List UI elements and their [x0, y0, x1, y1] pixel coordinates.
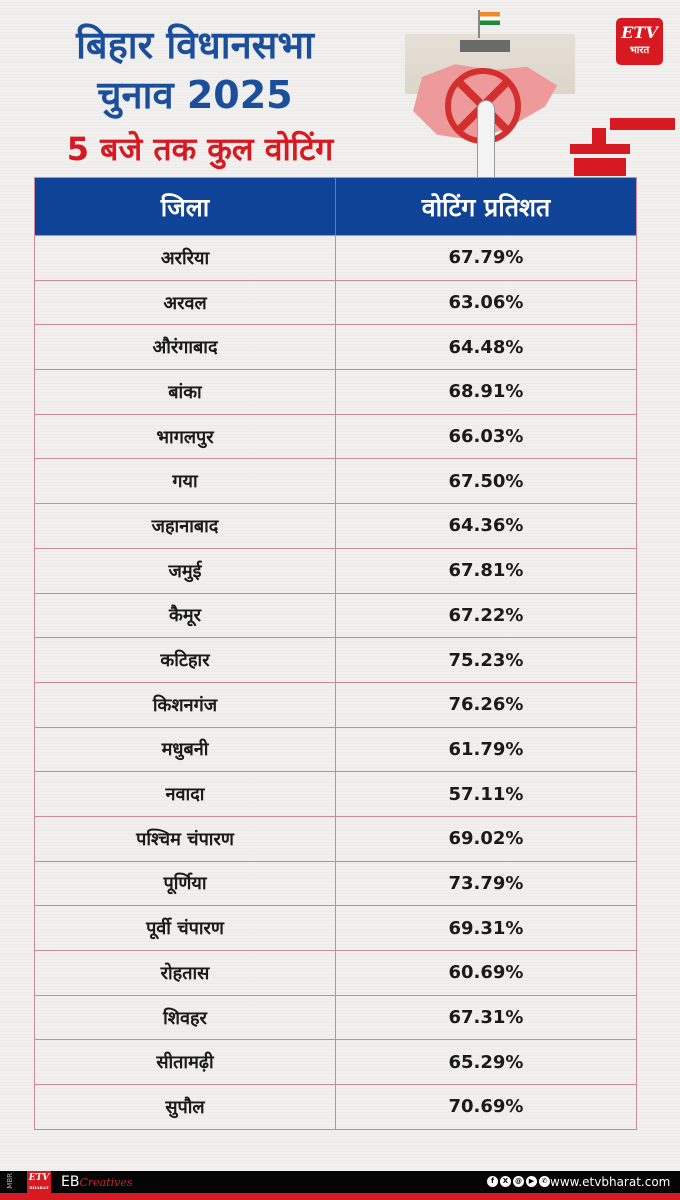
table-row: नवादा 57.11%: [35, 771, 636, 816]
election-illustration: [385, 0, 675, 178]
district-cell: सुपौल: [35, 1085, 336, 1129]
table-row: मधुबनी 61.79%: [35, 726, 636, 772]
social-icons: f X @ ▶ ✆: [487, 1176, 550, 1187]
percent-cell: 61.79%: [448, 738, 524, 760]
etv-bharat-logo: ETV भारत: [616, 18, 663, 65]
table-row: जहानाबाद 64.36%: [35, 503, 636, 548]
flagpole: [478, 10, 480, 38]
percent-cell: 67.22%: [448, 604, 524, 626]
percent-cell: 76.26%: [448, 694, 524, 716]
table-row: अरवल 63.06%: [35, 279, 636, 325]
ballot-box-icon: [570, 118, 675, 176]
district-cell: शिवहर: [35, 995, 336, 1040]
table-row: कैमूर 67.22%: [35, 592, 636, 638]
district-cell: कैमूर: [35, 593, 336, 638]
threads-icon[interactable]: @: [513, 1176, 524, 1187]
district-cell: पूर्णिया: [35, 861, 336, 906]
title-line-1: बिहार विधानसभा: [76, 23, 314, 67]
district-cell: मधुबनी: [35, 727, 336, 772]
table-row: अररिया 67.79%: [35, 235, 636, 280]
percent-cell: 69.02%: [448, 828, 524, 850]
district-cell: किशनगंज: [35, 682, 336, 727]
logo-brand: ETV: [621, 23, 658, 42]
district-cell: सीतामढ़ी: [35, 1040, 336, 1085]
column-header-district: जिला: [35, 178, 336, 235]
title-line-2: चुनाव 2025: [97, 73, 293, 117]
district-cell: अररिया: [35, 236, 336, 280]
table-row: बांका 68.91%: [35, 369, 636, 414]
percent-cell: 67.79%: [448, 247, 524, 269]
eb-creatives-label: EBCreatives: [61, 1174, 133, 1190]
table-row: किशनगंज 76.26%: [35, 681, 636, 727]
district-cell: अरवल: [35, 280, 336, 325]
website-link[interactable]: www.etvbharat.com: [550, 1175, 671, 1189]
percent-cell: 66.03%: [448, 426, 524, 448]
district-cell: रोहतास: [35, 951, 336, 995]
percent-cell: 67.50%: [448, 470, 524, 492]
district-cell: कटिहार: [35, 638, 336, 682]
column-header-percent: वोटिंग प्रतिशत: [421, 192, 551, 222]
percent-cell: 73.79%: [448, 872, 524, 894]
percent-cell: 67.31%: [448, 1007, 524, 1029]
percent-cell: 63.06%: [448, 292, 524, 314]
india-flag-icon: [480, 12, 500, 25]
x-icon[interactable]: X: [500, 1176, 511, 1187]
district-cell: पूर्वी चंपारण: [35, 906, 336, 950]
whatsapp-icon[interactable]: ✆: [539, 1176, 550, 1187]
district-cell: जहानाबाद: [35, 504, 336, 548]
footer-etv-logo: ETV BHARAT: [27, 1171, 51, 1193]
footer-red-strip: [0, 1193, 680, 1200]
facebook-icon[interactable]: f: [487, 1176, 498, 1187]
table-row: पूर्वी चंपारण 69.31%: [35, 905, 636, 950]
table-row: औरंगाबाद 64.48%: [35, 324, 636, 370]
table-row: गया 67.50%: [35, 458, 636, 504]
table-row: शिवहर 67.31%: [35, 994, 636, 1040]
percent-cell: 64.48%: [448, 336, 524, 358]
percent-cell: 64.36%: [448, 515, 524, 537]
district-cell: औरंगाबाद: [35, 325, 336, 370]
percent-cell: 75.23%: [448, 649, 524, 671]
mbr-label: MBR: [6, 1173, 14, 1189]
percent-cell: 65.29%: [448, 1051, 524, 1073]
district-cell: पश्चिम चंपारण: [35, 816, 336, 861]
percent-cell: 69.31%: [448, 917, 524, 939]
voting-table: जिला वोटिंग प्रतिशत अररिया 67.79% अरवल 63.0…: [34, 177, 637, 1130]
table-row: पश्चिम चंपारण 69.02%: [35, 815, 636, 861]
table-row: सुपौल 70.69%: [35, 1084, 636, 1129]
table-row: कटिहार 75.23%: [35, 637, 636, 682]
district-cell: नवादा: [35, 772, 336, 816]
table-body: अररिया 67.79% अरवल 63.06% औरंगाबाद 64.48% बांक…: [35, 235, 636, 1129]
percent-cell: 68.91%: [448, 381, 524, 403]
table-row: पूर्णिया 73.79%: [35, 860, 636, 906]
table-row: रोहतास 60.69%: [35, 950, 636, 995]
district-cell: जमुई: [35, 548, 336, 593]
logo-label: भारत: [629, 45, 650, 56]
youtube-icon[interactable]: ▶: [526, 1176, 537, 1187]
inked-finger-icon: [477, 100, 495, 178]
table-header: जिला वोटिंग प्रतिशत: [35, 178, 636, 235]
district-cell: गया: [35, 459, 336, 504]
table-row: भागलपुर 66.03%: [35, 413, 636, 459]
percent-cell: 60.69%: [448, 962, 524, 984]
table-row: जमुई 67.81%: [35, 547, 636, 593]
percent-cell: 67.81%: [448, 560, 524, 582]
table-row: सीतामढ़ी 65.29%: [35, 1039, 636, 1085]
subtitle: 5 बजे तक कुल वोटिंग: [66, 130, 334, 168]
percent-cell: 70.69%: [448, 1096, 524, 1118]
district-cell: बांका: [35, 370, 336, 414]
district-cell: भागलपुर: [35, 414, 336, 459]
footer-bar: MBR ETV BHARAT EBCreatives f X @ ▶ ✆ www.etv…: [0, 1171, 680, 1193]
percent-cell: 57.11%: [448, 783, 524, 805]
